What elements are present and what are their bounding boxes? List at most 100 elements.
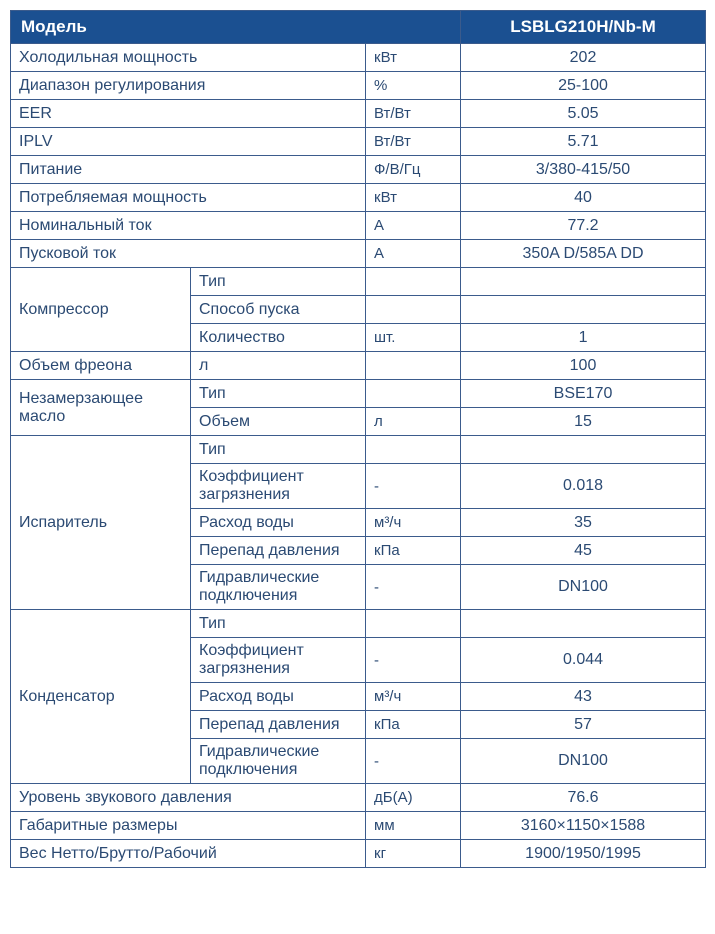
cond-waterflow-unit: м³/ч (366, 683, 461, 711)
cond-waterflow-value: 43 (461, 683, 706, 711)
weight-unit: кг (366, 840, 461, 868)
cond-type-unit (366, 610, 461, 638)
cond-pressure-unit: кПа (366, 711, 461, 739)
cond-pressure-label: Перепад дав­ления (191, 711, 366, 739)
row-power-input: Потребляемая мощность кВт 40 (11, 184, 706, 212)
row-dimensions: Габаритные размеры мм 3160×1150×1588 (11, 812, 706, 840)
compressor-qty-value: 1 (461, 324, 706, 352)
row-starting-current: Пусковой ток А 350A D/585A DD (11, 240, 706, 268)
power-supply-label: Питание (11, 156, 366, 184)
oil-type-value: BSE170 (461, 380, 706, 408)
rated-current-unit: А (366, 212, 461, 240)
evap-fouling-label: Коэффициент загрязнения (191, 464, 366, 509)
power-supply-unit: Ф/В/Гц (366, 156, 461, 184)
cond-type-value (461, 610, 706, 638)
row-evap-type: Испаритель Тип (11, 436, 706, 464)
condenser-label: Конденсатор (11, 610, 191, 784)
power-supply-value: 3/380-415/50 (461, 156, 706, 184)
model-header-label: Модель (11, 11, 461, 44)
model-header-value: LSBLG210H/Nb-M (461, 11, 706, 44)
cond-hydraulic-unit: - (366, 739, 461, 784)
cond-fouling-label: Коэффициент загрязнения (191, 638, 366, 683)
cond-hydraulic-value: DN100 (461, 739, 706, 784)
row-oil-type: Незамерзающее масло Тип BSE170 (11, 380, 706, 408)
power-input-label: Потребляемая мощность (11, 184, 366, 212)
starting-current-unit: А (366, 240, 461, 268)
evap-type-unit (366, 436, 461, 464)
sound-pressure-unit: дБ(A) (366, 784, 461, 812)
compressor-start-value (461, 296, 706, 324)
regulation-range-label: Диапазон регулирования (11, 72, 366, 100)
eer-value: 5.05 (461, 100, 706, 128)
compressor-qty-label: Количество (191, 324, 366, 352)
evap-hydraulic-unit: - (366, 565, 461, 610)
compressor-label: Компрессор (11, 268, 191, 352)
iplv-value: 5.71 (461, 128, 706, 156)
cond-waterflow-label: Расход воды (191, 683, 366, 711)
evap-waterflow-value: 35 (461, 509, 706, 537)
compressor-type-unit (366, 268, 461, 296)
regulation-range-unit: % (366, 72, 461, 100)
refrigerant-volume-value: 100 (461, 352, 706, 380)
row-eer: EER Вт/Вт 5.05 (11, 100, 706, 128)
row-power-supply: Питание Ф/В/Гц 3/380-415/50 (11, 156, 706, 184)
oil-volume-unit: л (366, 408, 461, 436)
evap-waterflow-label: Расход воды (191, 509, 366, 537)
row-compressor-type: Компрессор Тип (11, 268, 706, 296)
starting-current-value: 350A D/585A DD (461, 240, 706, 268)
evap-type-value (461, 436, 706, 464)
row-cooling-capacity: Холодильная мощность кВт 202 (11, 44, 706, 72)
sound-pressure-label: Уровень звукового давления (11, 784, 366, 812)
eer-unit: Вт/Вт (366, 100, 461, 128)
cooling-capacity-label: Холодильная мощность (11, 44, 366, 72)
row-rated-current: Номинальный ток А 77.2 (11, 212, 706, 240)
cond-hydraulic-label: Гидравлические подключения (191, 739, 366, 784)
refrigerant-volume-unit (366, 352, 461, 380)
row-iplv: IPLV Вт/Вт 5.71 (11, 128, 706, 156)
compressor-start-unit (366, 296, 461, 324)
refrigerant-volume-sublabel: л (191, 352, 366, 380)
oil-volume-value: 15 (461, 408, 706, 436)
power-input-value: 40 (461, 184, 706, 212)
evap-waterflow-unit: м³/ч (366, 509, 461, 537)
dimensions-label: Габаритные размеры (11, 812, 366, 840)
compressor-start-label: Способ пуска (191, 296, 366, 324)
row-refrigerant-volume: Объем фреона л 100 (11, 352, 706, 380)
row-cond-type: Конденсатор Тип (11, 610, 706, 638)
evap-fouling-value: 0.018 (461, 464, 706, 509)
evaporator-label: Испаритель (11, 436, 191, 610)
regulation-range-value: 25-100 (461, 72, 706, 100)
oil-label: Незамерзающее масло (11, 380, 191, 436)
cond-pressure-value: 57 (461, 711, 706, 739)
weight-label: Вес Нетто/Брутто/Рабочий (11, 840, 366, 868)
compressor-type-label: Тип (191, 268, 366, 296)
cond-type-label: Тип (191, 610, 366, 638)
evap-hydraulic-label: Гидравлические подключения (191, 565, 366, 610)
dimensions-value: 3160×1150×1588 (461, 812, 706, 840)
oil-type-label: Тип (191, 380, 366, 408)
power-input-unit: кВт (366, 184, 461, 212)
evap-hydraulic-value: DN100 (461, 565, 706, 610)
starting-current-label: Пусковой ток (11, 240, 366, 268)
cond-fouling-unit: - (366, 638, 461, 683)
evap-type-label: Тип (191, 436, 366, 464)
spec-table: Модель LSBLG210H/Nb-M Холодильная мощнос… (10, 10, 706, 868)
oil-type-unit (366, 380, 461, 408)
evap-pressure-value: 45 (461, 537, 706, 565)
oil-volume-label: Объем (191, 408, 366, 436)
refrigerant-volume-label: Объем фреона (11, 352, 191, 380)
compressor-type-value (461, 268, 706, 296)
evap-fouling-unit: - (366, 464, 461, 509)
row-weight: Вес Нетто/Брутто/Рабочий кг 1900/1950/19… (11, 840, 706, 868)
dimensions-unit: мм (366, 812, 461, 840)
sound-pressure-value: 76.6 (461, 784, 706, 812)
evap-pressure-unit: кПа (366, 537, 461, 565)
rated-current-label: Номинальный ток (11, 212, 366, 240)
evap-pressure-label: Перепад дав­ления (191, 537, 366, 565)
iplv-label: IPLV (11, 128, 366, 156)
cooling-capacity-unit: кВт (366, 44, 461, 72)
cooling-capacity-value: 202 (461, 44, 706, 72)
cond-fouling-value: 0.044 (461, 638, 706, 683)
rated-current-value: 77.2 (461, 212, 706, 240)
weight-value: 1900/1950/1995 (461, 840, 706, 868)
